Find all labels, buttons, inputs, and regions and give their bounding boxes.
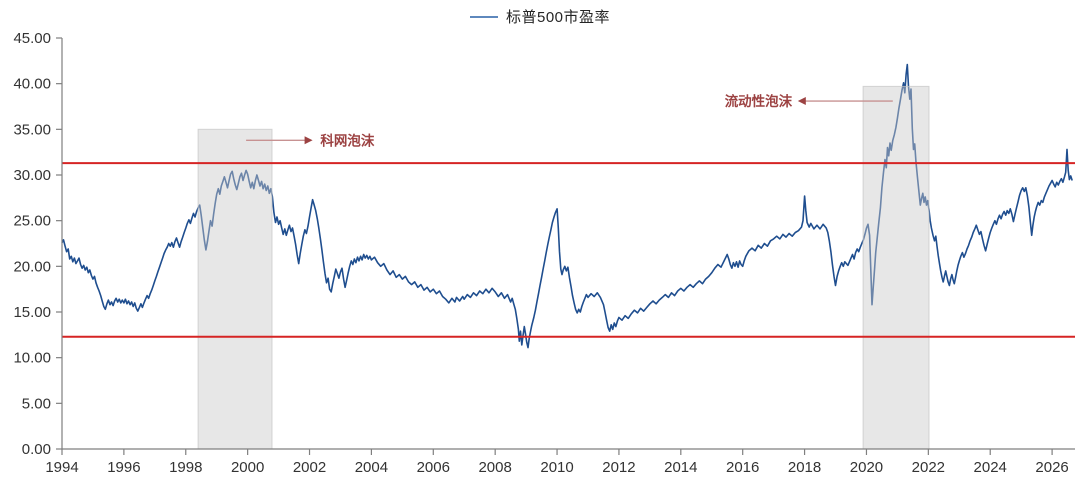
y-axis-label: 20.00 <box>13 258 51 275</box>
x-axis-label: 2000 <box>231 459 264 476</box>
liquidity-region-shading <box>862 85 930 450</box>
x-axis-label: 2006 <box>417 459 450 476</box>
y-axis-label: 5.00 <box>22 395 51 412</box>
legend: 标普500市盈率 <box>0 6 1080 27</box>
x-axis-label: 2024 <box>974 459 1007 476</box>
y-axis-label: 45.00 <box>13 30 51 47</box>
legend-line-marker <box>469 15 498 18</box>
x-axis-label: 2016 <box>726 459 759 476</box>
dotcom-bubble-arrowhead-icon <box>304 136 313 145</box>
y-axis-label: 0.00 <box>22 441 51 458</box>
x-axis-label: 2026 <box>1035 459 1068 476</box>
x-axis-label: 2002 <box>293 459 326 476</box>
y-axis-label: 15.00 <box>13 304 51 321</box>
liquidity-bubble-label: 流动性泡沫 <box>725 93 793 109</box>
y-axis-label: 25.00 <box>13 213 51 230</box>
x-axis-label: 2012 <box>602 459 635 476</box>
x-axis-label: 2004 <box>355 459 388 476</box>
dotcom-bubble-label: 科网泡沫 <box>320 132 374 148</box>
dotcom-region-shading <box>197 128 273 450</box>
x-axis-label: 1996 <box>107 459 140 476</box>
x-axis-label: 2018 <box>788 459 821 476</box>
x-axis-label: 2020 <box>850 459 883 476</box>
x-axis-label: 2008 <box>478 459 511 476</box>
series-line-sp500-pe <box>61 63 1073 349</box>
x-axis-label: 2014 <box>664 459 697 476</box>
x-axis-label: 2022 <box>912 459 945 476</box>
y-axis-label: 30.00 <box>13 167 51 184</box>
y-axis-label: 40.00 <box>13 76 51 93</box>
legend-series-label: 标普500市盈率 <box>505 9 611 26</box>
x-axis-label: 2010 <box>540 459 573 476</box>
x-axis-label: 1998 <box>169 459 202 476</box>
liquidity-bubble-arrowhead-icon <box>797 97 806 106</box>
y-axis-label: 35.00 <box>13 121 51 138</box>
x-axis-label: 1994 <box>45 459 78 476</box>
y-axis-label: 10.00 <box>13 350 51 367</box>
